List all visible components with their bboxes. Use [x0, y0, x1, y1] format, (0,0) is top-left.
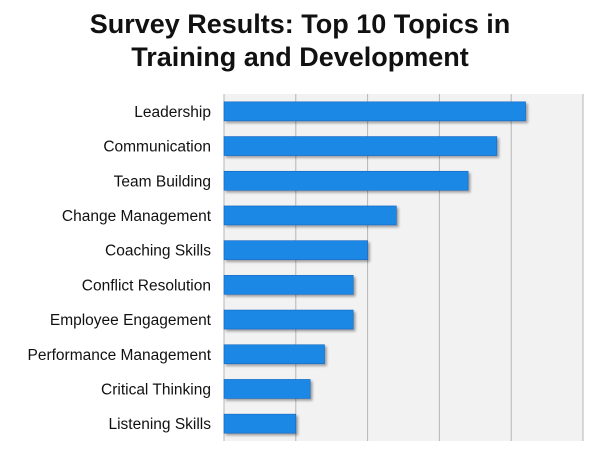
category-label: Listening Skills [108, 416, 211, 433]
bar-conflict-resolution [223, 275, 354, 295]
bar-leadership [223, 101, 526, 122]
bars [223, 101, 526, 434]
category-label: Communication [103, 139, 211, 156]
category-label: Coaching Skills [105, 243, 211, 260]
category-label: Conflict Resolution [82, 277, 211, 294]
bar-coaching-skills [223, 240, 368, 260]
category-label: Change Management [62, 208, 212, 225]
bar-critical-thinking [223, 379, 311, 399]
chart-title-line-1: Survey Results: Top 10 Topics in [89, 9, 511, 39]
chart-title: Survey Results: Top 10 Topics in Trainin… [0, 8, 600, 74]
bar-communication [223, 136, 498, 156]
chart-title-line-2: Training and Development [131, 42, 469, 72]
category-label: Critical Thinking [101, 381, 211, 398]
category-label: Employee Engagement [50, 312, 212, 329]
category-label: Team Building [114, 173, 211, 190]
bar-change-management [223, 205, 397, 226]
category-labels: Leadership Communication Team Building Chan… [27, 104, 211, 433]
bar-listening-skills [223, 413, 297, 434]
bar-employee-engagement [223, 309, 354, 330]
category-label: Performance Management [27, 347, 211, 364]
bar-team-building [223, 170, 469, 191]
category-label: Leadership [134, 104, 211, 121]
bar-performance-management [223, 344, 325, 365]
